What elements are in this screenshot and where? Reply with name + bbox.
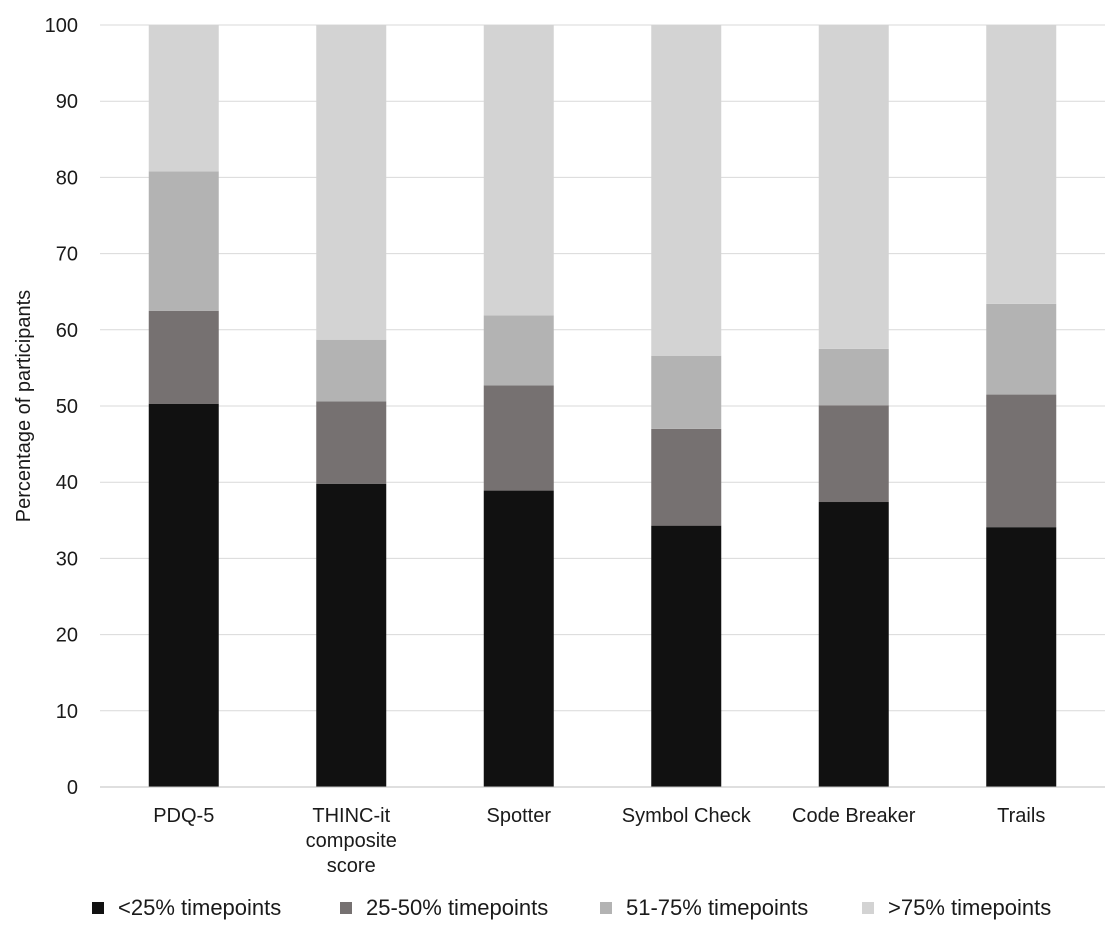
bar-segment — [986, 527, 1056, 787]
y-tick-label: 20 — [56, 625, 78, 647]
bar-segment — [651, 356, 721, 429]
bar-segment — [651, 429, 721, 526]
bar-segment — [484, 385, 554, 490]
bar-segment — [484, 315, 554, 385]
bar-segment — [819, 502, 889, 787]
x-category-label: PDQ-5 — [153, 805, 214, 827]
y-tick-label: 50 — [56, 396, 78, 418]
legend-swatch — [340, 902, 352, 914]
bar-segment — [316, 340, 386, 402]
bar-segment — [986, 395, 1056, 528]
bar-segment — [651, 526, 721, 787]
y-tick-label: 100 — [45, 15, 78, 37]
bar-segment — [819, 405, 889, 502]
legend-label: <25% timepoints — [118, 895, 281, 920]
bar-segment — [651, 25, 721, 356]
y-tick-label: 70 — [56, 244, 78, 266]
gridlines — [100, 25, 1105, 711]
bar-segment — [149, 171, 219, 310]
legend-label: >75% timepoints — [888, 895, 1051, 920]
x-category-label: composite — [306, 830, 397, 852]
y-tick-label: 30 — [56, 548, 78, 570]
x-category-label: Code Breaker — [792, 805, 916, 827]
bar-segment — [819, 349, 889, 405]
bar-segment — [484, 25, 554, 315]
x-category-label: score — [327, 855, 376, 877]
legend-swatch — [92, 902, 104, 914]
bar-segment — [819, 25, 889, 349]
y-tick-label: 90 — [56, 91, 78, 113]
x-category-label: Symbol Check — [622, 805, 752, 827]
y-tick-label: 40 — [56, 472, 78, 494]
y-axis-label: Percentage of participants — [13, 290, 35, 522]
y-axis-ticks: 0 10 20 30 40 50 60 70 80 90 100 — [45, 15, 78, 799]
bar-segment — [149, 311, 219, 404]
bar-segment — [316, 25, 386, 340]
legend-swatch — [600, 902, 612, 914]
bar-segment — [986, 25, 1056, 304]
bar-segment — [149, 404, 219, 787]
legend-label: 51-75% timepoints — [626, 895, 808, 920]
legend: <25% timepoints 25-50% timepoints 51-75% t… — [92, 895, 1051, 920]
bar-segment — [316, 484, 386, 787]
bar-segment — [149, 25, 219, 171]
y-tick-label: 10 — [56, 701, 78, 723]
bar-segment — [484, 491, 554, 787]
y-tick-label: 0 — [67, 777, 78, 799]
legend-label: 25-50% timepoints — [366, 895, 548, 920]
bar-segment — [986, 304, 1056, 395]
x-category-label: THINC-it — [312, 805, 390, 827]
y-tick-label: 80 — [56, 167, 78, 189]
bar-segment — [316, 401, 386, 483]
x-axis-categories: PDQ-5 THINC-it composite score Spotter Symbol… — [153, 805, 1045, 877]
x-category-label: Trails — [997, 805, 1045, 827]
legend-swatch — [862, 902, 874, 914]
y-tick-label: 60 — [56, 320, 78, 342]
x-category-label: Spotter — [487, 805, 552, 827]
